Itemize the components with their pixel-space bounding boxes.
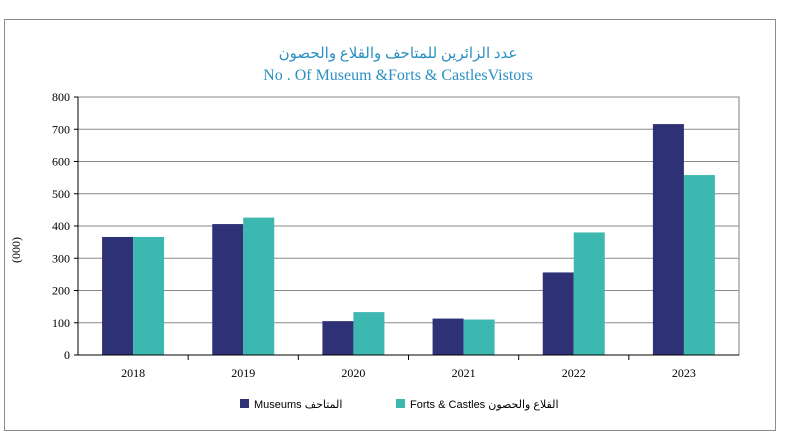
bar-2021-museums xyxy=(432,318,464,355)
axes: 0 100 200 300 400 500 600 700 800 2018 2019 2020 202… xyxy=(52,90,739,380)
bar-2022-forts-castles xyxy=(573,232,605,355)
legend-label-museums: Museums المتاحف xyxy=(254,399,342,411)
bar-2023-forts-castles xyxy=(683,175,715,355)
y-tick-label: 700 xyxy=(52,122,70,136)
x-tick-label: 2021 xyxy=(452,366,476,380)
x-tick-label: 2023 xyxy=(672,366,696,380)
legend-swatch-forts-castles xyxy=(396,399,405,408)
x-tick-label: 2019 xyxy=(231,366,255,380)
bar-2018-museums xyxy=(102,236,134,355)
bar-2021-forts-castles xyxy=(463,319,495,355)
y-tick-label: 400 xyxy=(52,219,70,233)
y-tick-label: 800 xyxy=(52,90,70,104)
y-tick-label: 200 xyxy=(52,284,70,298)
legend: Museums المتاحف Forts & Castles القلاع وا… xyxy=(240,399,559,411)
bar-2023-museums xyxy=(652,124,684,355)
bars xyxy=(102,124,715,355)
bar-2019-museums xyxy=(212,224,244,355)
bar-2020-forts-castles xyxy=(353,312,385,355)
x-tick-label: 2020 xyxy=(341,366,365,380)
bar-2022-museums xyxy=(542,272,574,355)
y-tick-label: 600 xyxy=(52,155,70,169)
chart-frame xyxy=(4,19,776,431)
bar-2020-museums xyxy=(322,321,354,355)
gridlines xyxy=(77,96,740,356)
chart-subtitle: No . Of Museum &Forts & CastlesVistors xyxy=(263,67,533,84)
y-axis-label: (000) xyxy=(9,237,23,263)
legend-swatch-museums xyxy=(240,399,249,408)
x-tick-label: 2018 xyxy=(121,366,145,380)
legend-label-forts-castles: Forts & Castles القلاع والحصون xyxy=(410,399,559,411)
x-tick-label: 2022 xyxy=(562,366,586,380)
y-tick-label: 0 xyxy=(64,348,70,362)
y-tick-label: 100 xyxy=(52,316,70,330)
bar-2019-forts-castles xyxy=(243,217,275,355)
bar-2018-forts-castles xyxy=(133,236,165,355)
chart-title: عدد الزائرين للمتاحف والقلاع والحصون xyxy=(279,46,518,62)
y-tick-label: 300 xyxy=(52,251,70,265)
y-tick-label: 500 xyxy=(52,187,70,201)
